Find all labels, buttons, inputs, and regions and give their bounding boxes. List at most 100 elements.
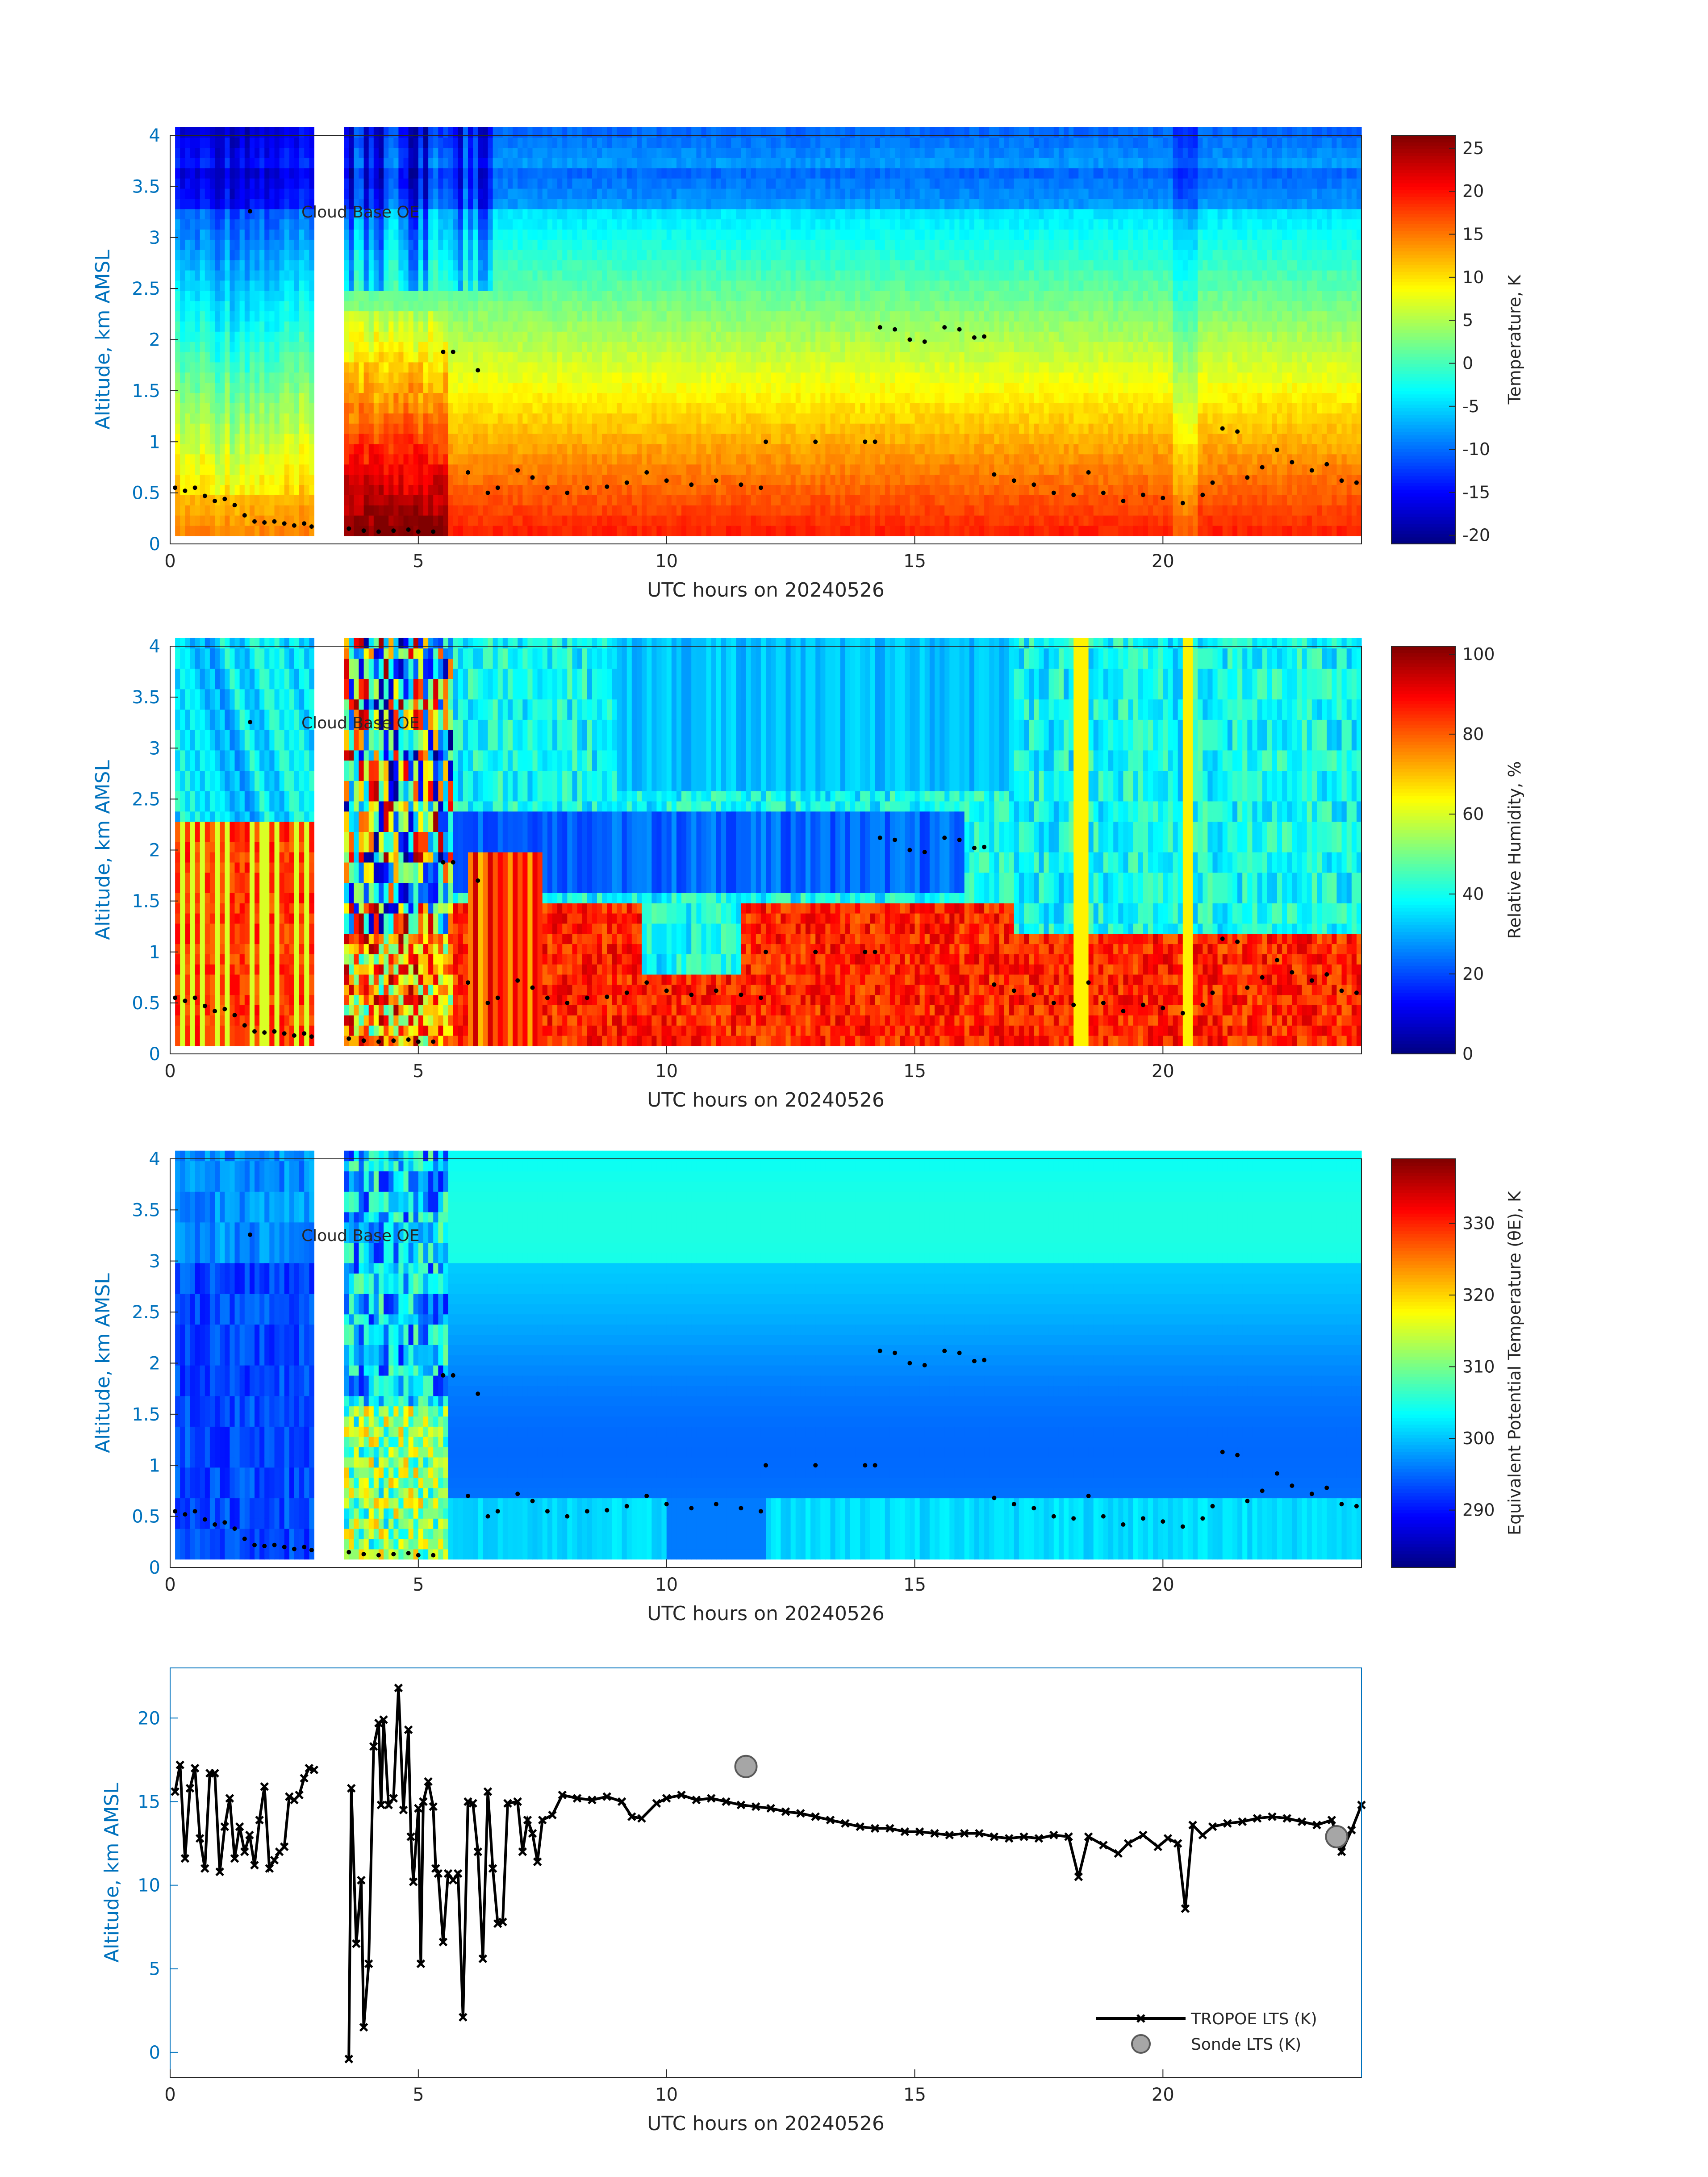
heatmap-cell xyxy=(567,250,572,260)
heatmap-cell xyxy=(374,372,379,383)
heatmap-cell xyxy=(418,475,424,485)
heatmap-cell xyxy=(572,280,577,291)
heatmap-cell xyxy=(418,454,424,464)
heatmap-cell xyxy=(498,393,503,403)
heatmap-cell xyxy=(686,178,692,189)
heatmap-cell xyxy=(349,280,354,291)
heatmap-cell xyxy=(806,301,811,312)
heatmap-cell xyxy=(681,475,687,485)
heatmap-cell xyxy=(388,495,394,506)
heatmap-cell xyxy=(185,138,190,148)
heatmap-cell xyxy=(781,270,786,281)
heatmap-cell xyxy=(786,515,791,526)
heatmap-cell xyxy=(458,311,464,322)
heatmap-cell xyxy=(562,383,568,393)
heatmap-cell xyxy=(448,127,454,138)
heatmap-cell xyxy=(518,444,523,455)
heatmap-cell xyxy=(721,505,727,516)
heatmap-cell xyxy=(458,291,464,301)
heatmap-cell xyxy=(617,331,622,342)
heatmap-cell xyxy=(190,383,196,393)
heatmap-cell xyxy=(557,199,563,209)
heatmap-cell xyxy=(587,393,593,403)
heatmap-cell xyxy=(557,147,563,158)
heatmap-cell xyxy=(473,495,478,506)
heatmap-cell xyxy=(250,403,255,414)
heatmap-cell xyxy=(691,321,697,332)
heatmap-cell xyxy=(637,485,642,495)
heatmap-cell xyxy=(651,383,657,393)
heatmap-cell xyxy=(388,331,394,342)
heatmap-cell xyxy=(820,372,826,383)
heatmap-cell xyxy=(746,147,752,158)
heatmap-cell xyxy=(602,280,607,291)
heatmap-cell xyxy=(677,260,682,271)
heatmap-cell xyxy=(577,127,583,138)
heatmap-cell xyxy=(686,331,692,342)
heatmap-cell xyxy=(235,158,240,168)
heatmap-cell xyxy=(706,178,712,189)
heatmap-cell xyxy=(801,138,806,148)
heatmap-cell xyxy=(388,260,394,271)
heatmap-cell xyxy=(656,280,662,291)
heatmap-cell xyxy=(612,383,617,393)
heatmap-cell xyxy=(235,138,240,148)
heatmap-cell xyxy=(423,485,429,495)
heatmap-cell xyxy=(527,372,533,383)
heatmap-cell xyxy=(642,280,647,291)
heatmap-cell xyxy=(384,168,389,179)
heatmap-cell xyxy=(354,423,359,434)
heatmap-cell xyxy=(721,321,727,332)
heatmap-cell xyxy=(597,219,602,230)
heatmap-cell xyxy=(483,270,488,281)
heatmap-cell xyxy=(264,270,270,281)
heatmap-cell xyxy=(483,199,488,209)
heatmap-cell xyxy=(781,434,786,444)
heatmap-cell xyxy=(602,413,607,424)
heatmap-cell xyxy=(518,352,523,363)
heatmap-cell xyxy=(498,515,503,526)
heatmap-cell xyxy=(706,321,712,332)
heatmap-cell xyxy=(656,434,662,444)
heatmap-cell xyxy=(225,372,230,383)
heatmap-cell xyxy=(538,444,543,455)
heatmap-cell xyxy=(483,178,488,189)
heatmap-cell xyxy=(731,127,736,138)
heatmap-cell xyxy=(478,342,483,352)
heatmap-cell xyxy=(299,168,305,179)
heatmap-cell xyxy=(458,383,464,393)
heatmap-cell xyxy=(726,362,731,373)
heatmap-cell xyxy=(562,270,568,281)
heatmap-cell xyxy=(686,423,692,434)
heatmap-cell xyxy=(275,505,280,516)
heatmap-cell xyxy=(533,413,538,424)
heatmap-cell xyxy=(617,515,622,526)
heatmap-cell xyxy=(433,475,438,485)
heatmap-cell xyxy=(533,362,538,373)
heatmap-cell xyxy=(269,444,275,455)
heatmap-cell xyxy=(364,127,369,138)
heatmap-cell xyxy=(404,342,409,352)
heatmap-cell xyxy=(582,526,588,536)
heatmap-cell xyxy=(552,199,558,209)
heatmap-cell xyxy=(577,158,583,168)
heatmap-cell xyxy=(488,454,493,464)
heatmap-cell xyxy=(175,464,180,475)
heatmap-cell xyxy=(503,423,508,434)
heatmap-cell xyxy=(781,239,786,250)
heatmap-cell xyxy=(205,434,210,444)
heatmap-cell xyxy=(374,239,379,250)
heatmap-cell xyxy=(627,158,632,168)
heatmap-cell xyxy=(651,168,657,179)
heatmap-cell xyxy=(508,464,513,475)
heatmap-cell xyxy=(299,475,305,485)
heatmap-cell xyxy=(175,362,180,373)
heatmap-cell xyxy=(175,372,180,383)
heatmap-cell xyxy=(364,505,369,516)
heatmap-cell xyxy=(195,138,200,148)
heatmap-cell xyxy=(696,342,702,352)
heatmap-cell xyxy=(602,188,607,199)
heatmap-cell xyxy=(726,280,731,291)
heatmap-cell xyxy=(393,444,399,455)
heatmap-cell xyxy=(552,495,558,506)
